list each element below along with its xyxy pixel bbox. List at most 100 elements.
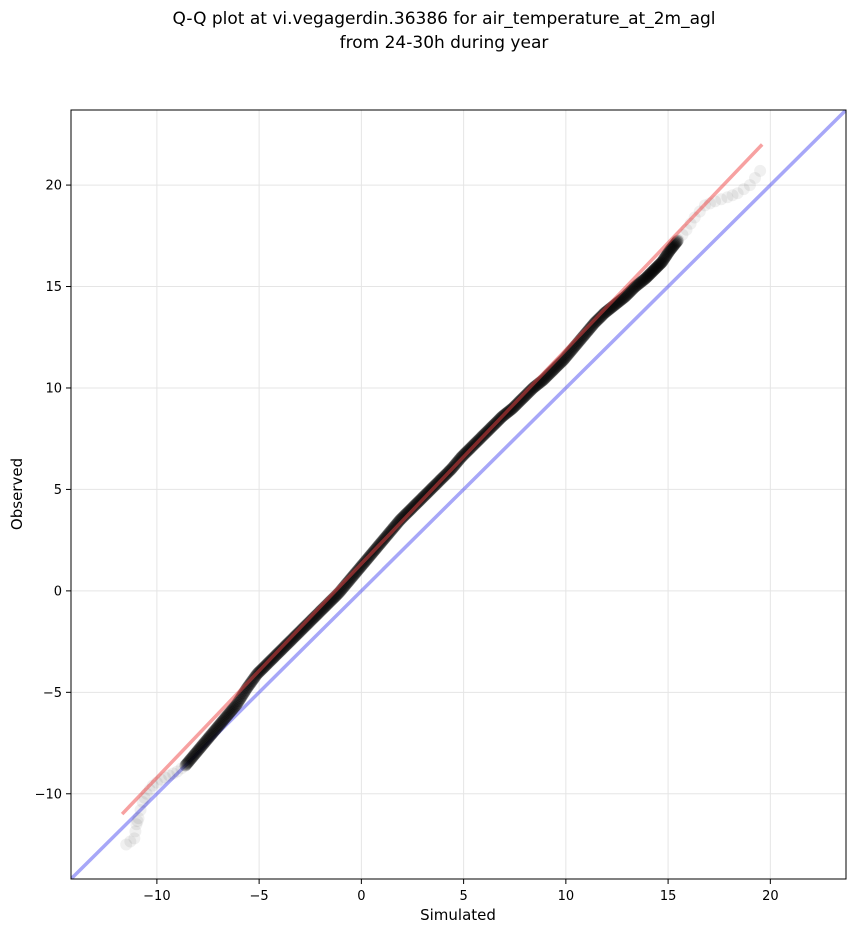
quantile-point	[395, 512, 408, 525]
x-tick-label: −10	[143, 889, 170, 904]
quantile-point	[515, 393, 528, 406]
quantile-point	[213, 719, 226, 732]
quantile-point	[187, 749, 200, 762]
quantile-point	[136, 795, 149, 808]
quantile-point	[293, 626, 306, 639]
quantile-point	[649, 262, 662, 275]
quantile-point	[660, 248, 673, 261]
quantile-point	[619, 290, 632, 303]
quantile-point	[623, 286, 636, 299]
quantile-point	[124, 835, 137, 848]
quantile-point	[191, 744, 204, 757]
quantile-point	[521, 388, 534, 401]
quantile-point	[348, 568, 361, 581]
quantile-point	[631, 278, 644, 291]
quantile-point	[642, 269, 655, 282]
quantile-point	[656, 254, 669, 267]
quantile-point	[641, 270, 654, 283]
quantile-point	[282, 636, 295, 649]
quantile-point	[657, 253, 670, 266]
quantile-point	[175, 762, 188, 775]
quantile-point	[397, 510, 410, 523]
quantile-point	[651, 260, 664, 273]
quantile-point	[396, 511, 409, 524]
quantile-point	[644, 267, 657, 280]
quantile-point	[132, 812, 145, 825]
quantile-point	[232, 695, 245, 708]
quantile-point	[637, 274, 650, 287]
quantile-point	[195, 739, 208, 752]
quantile-point	[280, 638, 293, 651]
quantile-point	[390, 518, 403, 531]
quantile-point	[660, 250, 673, 263]
quantile-point	[352, 563, 365, 576]
quantile-point	[509, 399, 522, 412]
quantile-point	[281, 637, 294, 650]
quantile-point	[190, 745, 203, 758]
quantile-point	[286, 632, 299, 645]
quantile-point	[398, 509, 411, 522]
quantile-point	[591, 314, 604, 327]
quantile-point	[186, 750, 199, 763]
quantile-point	[629, 280, 642, 293]
x-tick-label: −5	[250, 889, 269, 904]
quantile-point	[230, 698, 243, 711]
quantile-point	[128, 832, 141, 845]
chart-title-line-1: Q-Q plot at vi.vegagerdin.36386 for air_…	[172, 9, 715, 29]
quantile-point	[647, 264, 660, 277]
quantile-point	[291, 627, 304, 640]
quantile-point	[180, 758, 193, 771]
quantile-point	[632, 278, 645, 291]
quantile-point	[399, 508, 412, 521]
quantile-point	[194, 741, 207, 754]
quantile-point	[511, 397, 524, 410]
quantile-point	[633, 277, 646, 290]
quantile-point	[400, 507, 413, 520]
quantile-point	[192, 743, 205, 756]
quantile-point	[181, 756, 194, 769]
quantile-point	[593, 311, 606, 324]
quantile-point	[403, 504, 416, 517]
quantile-point	[625, 284, 638, 297]
quantile-point	[205, 728, 218, 741]
quantile-point	[648, 263, 661, 276]
identity-line	[71, 110, 846, 879]
quantile-point	[404, 503, 417, 516]
quantile-point	[620, 289, 633, 302]
y-tick-label: 20	[45, 179, 62, 194]
x-tick-label: 5	[459, 889, 467, 904]
quantile-point	[622, 287, 635, 300]
quantile-point	[642, 269, 655, 282]
quantile-point	[206, 727, 219, 740]
quantile-point	[184, 753, 197, 766]
quantile-point	[193, 742, 206, 755]
quantile-point	[208, 725, 221, 738]
quantile-point	[628, 281, 641, 294]
quantile-point	[636, 274, 649, 287]
plot-frame	[70, 109, 847, 880]
quantile-point	[721, 191, 734, 204]
y-tick-label: −10	[35, 787, 62, 802]
quantile-point	[207, 726, 220, 739]
quantile-point	[586, 319, 599, 332]
quantile-point	[659, 251, 672, 264]
quantile-point	[653, 258, 666, 271]
quantile-point	[219, 711, 232, 724]
y-axis-label: Observed	[8, 458, 26, 530]
y-tick-label: 0	[54, 584, 62, 599]
quantile-point	[666, 240, 679, 253]
quantile-point	[661, 247, 674, 260]
quantile-point	[662, 246, 675, 259]
quantile-point	[506, 402, 519, 415]
quantile-point	[231, 696, 244, 709]
quantile-point	[664, 244, 677, 257]
quantile-point	[182, 755, 195, 768]
x-tick-label: 10	[558, 889, 575, 904]
quantile-point	[203, 731, 216, 744]
quantile-point	[290, 628, 303, 641]
quantile-point	[638, 273, 651, 286]
quantile-point	[589, 316, 602, 329]
x-tick-label: 20	[762, 889, 779, 904]
quantile-point	[200, 733, 213, 746]
quantile-point	[516, 392, 529, 405]
